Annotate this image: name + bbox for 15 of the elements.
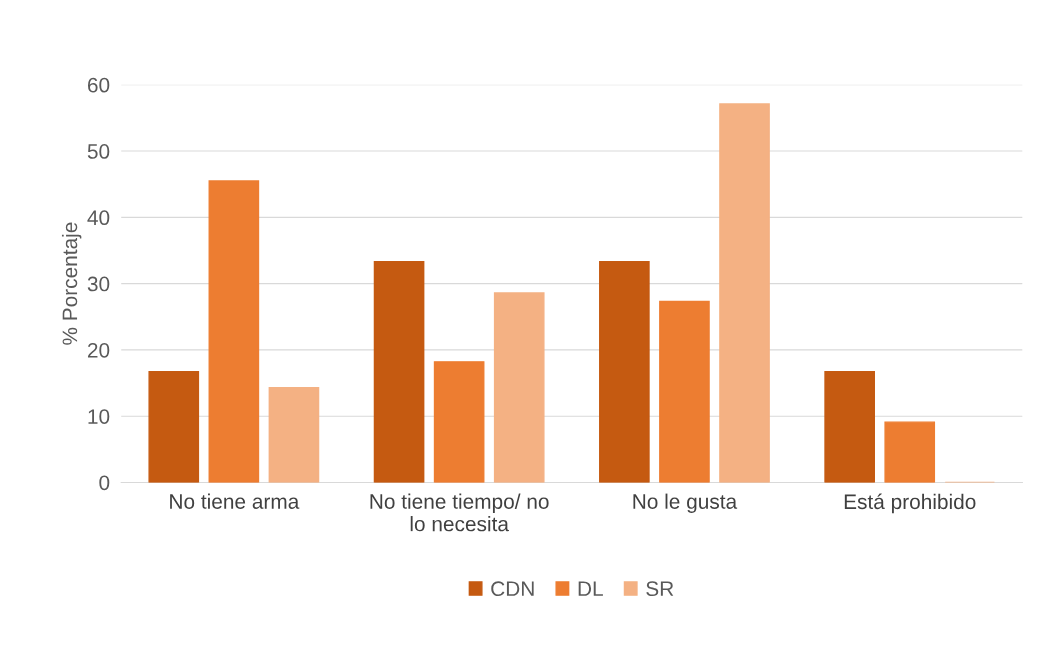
y-tick-label: 0 bbox=[99, 475, 110, 491]
y-tick-label: 20 bbox=[87, 342, 110, 358]
x-tick-label: No tiene tiempo/ no lo necesita bbox=[370, 493, 549, 532]
y-tick-label: 50 bbox=[87, 144, 110, 159]
y-tick-label: 10 bbox=[88, 409, 110, 424]
legend-label: DL bbox=[578, 581, 603, 596]
y-tick-label: 30 bbox=[87, 276, 110, 292]
y-axis-title: % Porcentaje bbox=[61, 222, 82, 345]
y-tick-label: 60 bbox=[87, 77, 110, 93]
x-tick-label: No tiene arma bbox=[170, 493, 300, 509]
x-tick-label: Está prohibido bbox=[844, 493, 976, 514]
legend-label: CDN bbox=[491, 581, 534, 597]
y-tick-label: 40 bbox=[87, 210, 110, 226]
x-tick-label: No le gusta bbox=[633, 493, 738, 514]
legend-label: SR bbox=[646, 581, 674, 597]
